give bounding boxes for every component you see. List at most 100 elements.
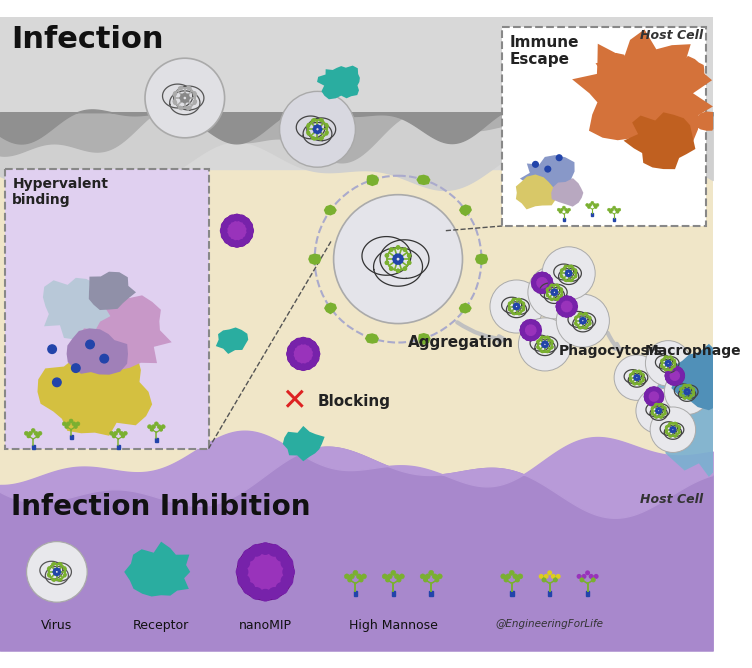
- Circle shape: [636, 379, 638, 381]
- Circle shape: [359, 578, 363, 582]
- Circle shape: [570, 265, 572, 267]
- Circle shape: [48, 567, 50, 569]
- Circle shape: [589, 574, 593, 579]
- Circle shape: [675, 423, 677, 424]
- Circle shape: [589, 323, 590, 325]
- Text: Receptor: Receptor: [133, 619, 190, 633]
- Text: Virus: Virus: [41, 619, 72, 633]
- Circle shape: [320, 137, 323, 140]
- Circle shape: [559, 311, 562, 315]
- Circle shape: [687, 389, 688, 391]
- Circle shape: [52, 578, 54, 580]
- Circle shape: [399, 574, 405, 579]
- Circle shape: [76, 422, 80, 426]
- Circle shape: [314, 351, 320, 357]
- Circle shape: [523, 308, 525, 310]
- Circle shape: [665, 363, 667, 364]
- Circle shape: [523, 302, 524, 304]
- Circle shape: [325, 124, 328, 126]
- Circle shape: [180, 97, 183, 100]
- Circle shape: [678, 368, 682, 372]
- Circle shape: [571, 311, 575, 315]
- Circle shape: [281, 557, 293, 568]
- Circle shape: [243, 582, 255, 594]
- Circle shape: [636, 388, 681, 434]
- Circle shape: [312, 356, 319, 362]
- Circle shape: [546, 345, 547, 347]
- Circle shape: [534, 287, 538, 291]
- Circle shape: [396, 246, 399, 249]
- Circle shape: [541, 350, 542, 352]
- Circle shape: [665, 369, 667, 371]
- Bar: [0, 17, 713, 169]
- Circle shape: [669, 423, 671, 424]
- Circle shape: [537, 341, 538, 343]
- Circle shape: [391, 570, 396, 575]
- Polygon shape: [67, 329, 128, 375]
- Circle shape: [575, 323, 577, 325]
- Circle shape: [593, 574, 599, 579]
- Circle shape: [629, 375, 631, 376]
- Circle shape: [396, 269, 399, 273]
- Circle shape: [635, 378, 636, 380]
- Circle shape: [651, 412, 653, 414]
- Bar: [591, 214, 593, 216]
- Circle shape: [660, 395, 663, 398]
- Circle shape: [180, 86, 183, 90]
- Circle shape: [48, 574, 50, 577]
- Polygon shape: [459, 204, 472, 216]
- Circle shape: [544, 341, 546, 343]
- Circle shape: [666, 364, 668, 366]
- Circle shape: [551, 284, 553, 286]
- Circle shape: [589, 204, 592, 206]
- Circle shape: [537, 347, 539, 349]
- Circle shape: [688, 384, 690, 386]
- Circle shape: [674, 428, 675, 429]
- Bar: [613, 218, 615, 221]
- Circle shape: [403, 248, 406, 251]
- Bar: [562, 218, 565, 221]
- Circle shape: [656, 408, 658, 410]
- Circle shape: [585, 570, 590, 575]
- Circle shape: [305, 339, 311, 345]
- Circle shape: [390, 267, 393, 270]
- Circle shape: [684, 397, 686, 399]
- Circle shape: [561, 276, 563, 278]
- Circle shape: [518, 574, 523, 579]
- Circle shape: [31, 428, 35, 432]
- Circle shape: [334, 194, 462, 323]
- Text: Phagocytosis: Phagocytosis: [559, 345, 663, 359]
- Circle shape: [660, 411, 661, 413]
- Circle shape: [178, 87, 181, 90]
- Circle shape: [560, 295, 562, 297]
- Circle shape: [547, 295, 549, 297]
- Circle shape: [404, 267, 407, 270]
- Circle shape: [666, 431, 667, 433]
- Circle shape: [307, 125, 309, 128]
- Circle shape: [54, 569, 56, 571]
- Circle shape: [229, 215, 235, 222]
- Text: High Mannose: High Mannose: [349, 619, 438, 633]
- Circle shape: [291, 360, 297, 367]
- Circle shape: [676, 367, 680, 371]
- Circle shape: [556, 305, 560, 309]
- Circle shape: [566, 273, 567, 275]
- Circle shape: [268, 588, 280, 599]
- Circle shape: [568, 208, 571, 211]
- Circle shape: [592, 578, 595, 582]
- Circle shape: [47, 573, 50, 576]
- Circle shape: [308, 132, 310, 135]
- Circle shape: [398, 254, 401, 257]
- Circle shape: [505, 578, 508, 582]
- Circle shape: [532, 284, 536, 288]
- Circle shape: [54, 572, 56, 575]
- Polygon shape: [124, 542, 190, 597]
- Circle shape: [147, 425, 152, 429]
- Circle shape: [280, 92, 356, 167]
- Circle shape: [555, 290, 557, 292]
- Circle shape: [581, 574, 587, 579]
- Circle shape: [673, 365, 675, 367]
- Polygon shape: [324, 204, 337, 216]
- Circle shape: [674, 422, 676, 424]
- Circle shape: [408, 254, 411, 257]
